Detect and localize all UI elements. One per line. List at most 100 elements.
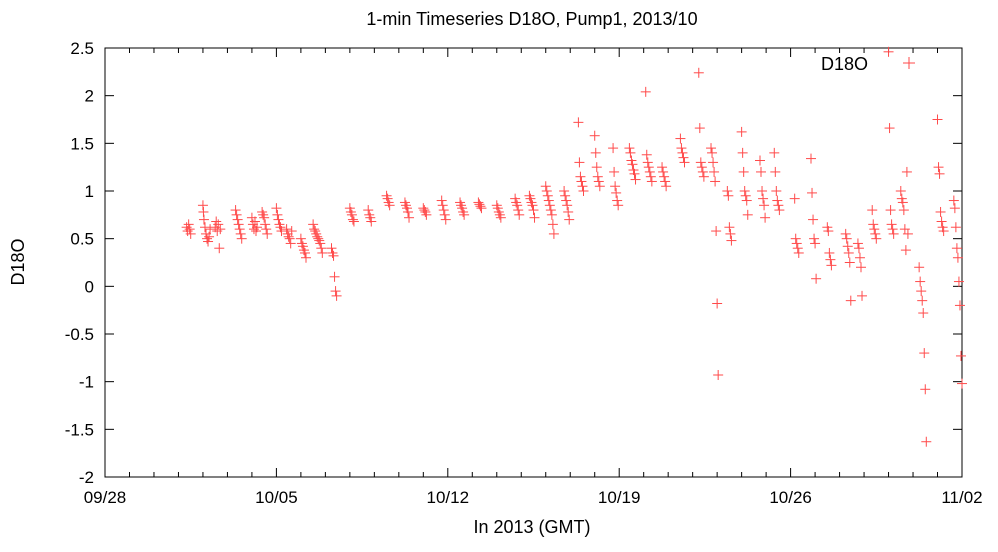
data-point: [204, 231, 215, 242]
data-point: [548, 228, 559, 239]
data-point: [643, 162, 654, 173]
y-tick-label: 1: [85, 182, 94, 201]
data-point: [198, 206, 209, 217]
data-point: [675, 133, 686, 144]
data-point: [867, 205, 878, 216]
data-point: [825, 254, 836, 265]
data-point: [951, 243, 962, 254]
data-point: [808, 214, 819, 225]
data-point: [439, 209, 450, 220]
data-point: [271, 203, 282, 214]
data-point: [919, 348, 930, 359]
data-point: [725, 228, 736, 239]
data-point: [806, 153, 817, 164]
series-d18o: [181, 46, 967, 447]
data-point: [308, 219, 319, 230]
data-point: [475, 201, 486, 212]
data-point: [840, 228, 851, 239]
data-point: [309, 224, 320, 235]
data-point: [573, 117, 584, 128]
data-point: [249, 216, 260, 227]
data-point: [542, 190, 553, 201]
data-point: [286, 226, 297, 237]
data-point: [512, 200, 523, 211]
data-point: [283, 231, 294, 242]
data-point: [661, 181, 672, 192]
data-point: [400, 200, 411, 211]
data-point: [259, 212, 270, 223]
data-point: [183, 219, 194, 230]
data-point: [869, 224, 880, 235]
data-point: [948, 195, 959, 206]
data-point: [258, 209, 269, 220]
data-point: [657, 162, 668, 173]
data-point: [317, 247, 328, 258]
data-point: [950, 222, 961, 233]
data-point: [759, 200, 770, 211]
data-point: [331, 290, 342, 301]
data-point: [843, 247, 854, 258]
data-point: [789, 193, 800, 204]
data-point: [436, 195, 447, 206]
data-point: [901, 166, 912, 177]
x-tick-label: 10/19: [598, 488, 641, 507]
data-point: [261, 224, 272, 235]
data-point: [198, 214, 209, 225]
x-tick-label: 10/26: [769, 488, 812, 507]
data-point: [592, 171, 603, 182]
data-point: [841, 233, 852, 244]
y-tick-label: -1.5: [65, 420, 94, 439]
data-point: [326, 243, 337, 254]
data-point: [281, 224, 292, 235]
data-point: [677, 147, 688, 158]
data-point: [590, 147, 601, 158]
data-point: [232, 214, 243, 225]
data-point: [329, 271, 340, 282]
data-point: [698, 171, 709, 182]
data-point: [299, 247, 310, 258]
data-point: [296, 238, 307, 249]
data-point: [272, 209, 283, 220]
data-point: [561, 195, 572, 206]
data-point: [313, 233, 324, 244]
data-point: [576, 176, 587, 187]
data-point: [886, 219, 897, 230]
data-point: [629, 168, 640, 179]
y-tick-label: 0.5: [70, 230, 94, 249]
data-point: [593, 176, 604, 187]
data-point: [769, 147, 780, 158]
data-point: [694, 123, 705, 134]
data-point: [234, 224, 245, 235]
data-point: [363, 205, 374, 216]
data-point: [524, 190, 535, 201]
data-point: [826, 260, 837, 271]
data-point: [756, 166, 767, 177]
data-point: [545, 205, 556, 216]
data-point: [560, 190, 571, 201]
data-point: [612, 195, 623, 206]
data-point: [760, 212, 771, 223]
data-point: [915, 276, 926, 287]
data-point: [495, 212, 506, 223]
data-point: [884, 123, 895, 134]
data-point: [791, 238, 802, 249]
data-point: [300, 252, 311, 263]
data-point: [710, 176, 721, 187]
data-point: [589, 130, 600, 141]
data-point: [920, 384, 931, 395]
data-point: [421, 209, 432, 220]
y-tick-label: -2: [79, 468, 94, 487]
data-point: [609, 166, 620, 177]
data-point: [809, 233, 820, 244]
data-point: [706, 143, 717, 154]
data-point: [709, 166, 720, 177]
data-point: [823, 226, 834, 237]
x-axis-label: In 2013 (GMT): [473, 517, 590, 537]
data-point: [276, 226, 287, 237]
data-point: [773, 200, 784, 211]
data-point: [399, 197, 410, 208]
data-point: [824, 247, 835, 258]
data-point: [252, 222, 263, 233]
data-point: [257, 206, 268, 217]
